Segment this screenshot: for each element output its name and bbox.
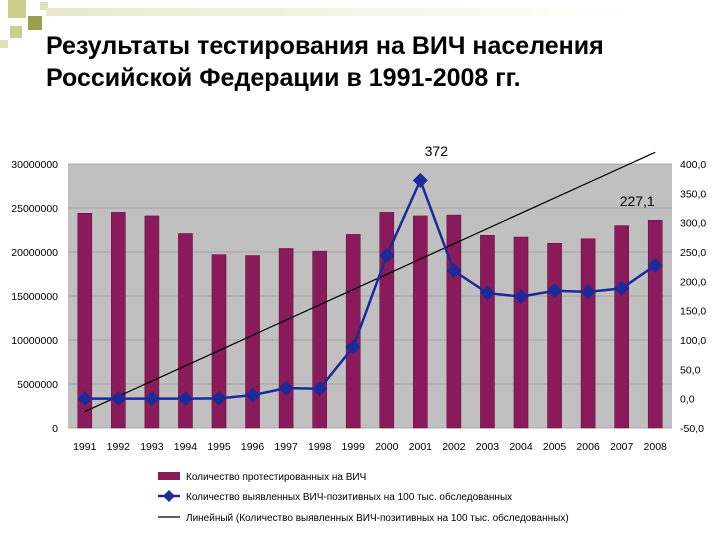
x-tick-label: 1998 bbox=[308, 441, 332, 453]
right-tick-label: 400,0 bbox=[680, 159, 706, 171]
x-tick-label: 2001 bbox=[409, 441, 433, 453]
legend: Количество протестированных на ВИЧ Количе… bbox=[158, 472, 569, 524]
bar-1995 bbox=[211, 254, 227, 429]
x-tick-label: 2003 bbox=[476, 441, 500, 453]
decor-square-5 bbox=[0, 40, 8, 48]
bar-2006 bbox=[580, 238, 596, 429]
line-point-2005 bbox=[547, 283, 563, 299]
hiv-testing-chart: 0 5000000 10000000 15000000 20000000 25000000… bbox=[11, 143, 706, 524]
bar-1991 bbox=[77, 213, 93, 429]
x-tick-label: 1999 bbox=[342, 441, 366, 453]
right-tick-label: 350,0 bbox=[680, 188, 706, 200]
x-tick-label: 2008 bbox=[644, 441, 668, 453]
bar-1994 bbox=[178, 233, 193, 429]
right-tick-label: 200,0 bbox=[680, 276, 706, 288]
line-point-1995 bbox=[211, 390, 227, 406]
bar-2007 bbox=[614, 225, 629, 429]
line-point-1993 bbox=[144, 391, 160, 407]
line-point-1994 bbox=[177, 391, 193, 407]
left-axis-ticks: 0 5000000 10000000 15000000 20000000 25000000… bbox=[11, 159, 58, 435]
bar-2005 bbox=[547, 242, 562, 429]
left-tick-label: 15000000 bbox=[11, 291, 58, 303]
line-point-2001 bbox=[412, 172, 428, 188]
line-point-1991 bbox=[77, 391, 93, 407]
line-series bbox=[77, 172, 663, 407]
decor-line bbox=[46, 8, 630, 16]
legend-label-bars: Количество протестированных на ВИЧ bbox=[186, 472, 366, 483]
right-tick-label: 300,0 bbox=[680, 218, 706, 230]
bar-2003 bbox=[480, 235, 495, 429]
annotation-label: 372 bbox=[425, 143, 449, 159]
bar-2004 bbox=[513, 236, 529, 429]
x-tick-label: 1993 bbox=[140, 441, 164, 453]
annotations: 372 227,1 bbox=[425, 143, 655, 209]
line-point-2006 bbox=[580, 284, 596, 300]
x-tick-label: 1994 bbox=[174, 441, 198, 453]
legend-label-trendline: Линейный (Количество выявленных ВИЧ-пози… bbox=[186, 512, 569, 524]
left-tick-label: 10000000 bbox=[11, 335, 58, 347]
left-tick-label: 20000000 bbox=[11, 247, 58, 259]
left-tick-label: 30000000 bbox=[11, 159, 58, 171]
x-tick-label: 1991 bbox=[73, 441, 97, 453]
line-point-1999 bbox=[345, 339, 361, 355]
x-tick-label: 2002 bbox=[442, 441, 466, 453]
x-tick-label: 2005 bbox=[543, 441, 567, 453]
decor-square-2 bbox=[28, 16, 42, 30]
line-point-2003 bbox=[479, 285, 495, 301]
x-tick-label: 2000 bbox=[375, 441, 399, 453]
line-point-1996 bbox=[245, 387, 261, 403]
x-axis-ticks: 1991 1992 1993 1994 1995 1996 1997 1998 1999 2000… bbox=[73, 441, 667, 453]
left-tick-label: 5000000 bbox=[17, 379, 58, 391]
x-tick-label: 1992 bbox=[107, 441, 131, 453]
legend-marker-line bbox=[163, 490, 175, 502]
bar-1993 bbox=[144, 215, 160, 429]
x-tick-label: 2006 bbox=[576, 441, 600, 453]
bar-1998 bbox=[312, 250, 327, 429]
right-tick-label: 0,0 bbox=[680, 394, 695, 406]
slide-title-line-2: Российской Федерации в 1991-2008 гг. bbox=[46, 64, 521, 92]
slide-title: Результаты тестирования на ВИЧ населения… bbox=[46, 30, 604, 94]
trendline-series bbox=[84, 151, 656, 413]
right-tick-label: -50,0 bbox=[680, 423, 704, 435]
decor-square-4 bbox=[40, 2, 48, 10]
legend-swatch-bars bbox=[158, 472, 180, 480]
x-tick-label: 2007 bbox=[610, 441, 634, 453]
trendline bbox=[84, 151, 656, 413]
line-point-2007 bbox=[614, 280, 630, 296]
slide-title-line-1: Результаты тестирования на ВИЧ населения bbox=[46, 32, 604, 60]
line-point-2002 bbox=[446, 263, 462, 279]
line-point-1998 bbox=[312, 381, 328, 397]
x-tick-label: 1996 bbox=[241, 441, 265, 453]
bar-1997 bbox=[278, 248, 294, 429]
legend-label-line: Количество выявленных ВИЧ-позитивных на … bbox=[186, 491, 512, 503]
left-tick-label: 25000000 bbox=[11, 203, 58, 215]
line-point-2004 bbox=[513, 289, 529, 305]
bar-2001 bbox=[413, 215, 428, 429]
line-point-2008 bbox=[647, 257, 663, 273]
right-axis-ticks: -50,0 0,0 50,0 100,0 150,0 200,0 250,0 300,0 350… bbox=[680, 159, 706, 435]
right-tick-label: 50,0 bbox=[680, 364, 701, 376]
left-tick-label: 0 bbox=[52, 423, 58, 435]
right-tick-label: 150,0 bbox=[680, 306, 706, 318]
bar-2002 bbox=[446, 214, 462, 429]
bar-1996 bbox=[245, 255, 260, 429]
line-point-1997 bbox=[278, 380, 294, 396]
decor-square-1 bbox=[8, 0, 26, 18]
annotation-label: 227,1 bbox=[620, 193, 655, 209]
right-tick-label: 100,0 bbox=[680, 335, 706, 347]
gridlines bbox=[68, 163, 672, 429]
right-tick-label: 250,0 bbox=[680, 247, 706, 259]
bar-2008 bbox=[647, 220, 663, 429]
line-point-1992 bbox=[110, 391, 126, 407]
x-tick-label: 2004 bbox=[509, 441, 533, 453]
bar-1992 bbox=[111, 212, 126, 429]
x-tick-label: 1997 bbox=[274, 441, 298, 453]
x-tick-label: 1995 bbox=[207, 441, 231, 453]
decor-square-3 bbox=[10, 26, 22, 38]
